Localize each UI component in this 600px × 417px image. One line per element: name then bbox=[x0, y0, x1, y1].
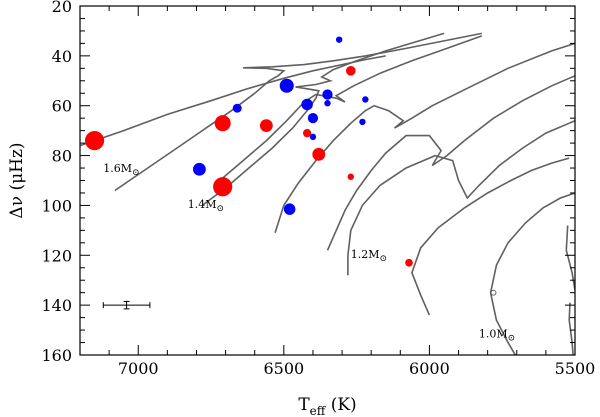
mass-annotations: 1.6M⊙1.4M⊙1.2M⊙1.0M⊙ bbox=[103, 162, 515, 344]
track-1.4 bbox=[201, 32, 445, 207]
plot-frame bbox=[79, 5, 576, 356]
point-blue bbox=[335, 36, 343, 43]
sun-symbol: ⊙ bbox=[508, 334, 516, 344]
point-open bbox=[490, 289, 497, 296]
y-tick-label: 100 bbox=[41, 196, 72, 215]
sun-symbol: ⊙ bbox=[132, 168, 140, 178]
point-blue bbox=[301, 98, 313, 111]
track-1.3 bbox=[274, 42, 575, 234]
mass-label: 1.0M⊙ bbox=[479, 328, 515, 344]
mass-label: 1.4M⊙ bbox=[188, 198, 224, 214]
track-1.3b bbox=[326, 75, 575, 251]
point-red bbox=[213, 177, 233, 197]
point-blue bbox=[362, 96, 369, 103]
mass-label-value: 1.6M bbox=[103, 162, 132, 175]
y-tick-label: 60 bbox=[52, 97, 72, 116]
y-tick-label: 120 bbox=[41, 246, 72, 265]
sun-symbol: ⊙ bbox=[217, 204, 225, 214]
sun-symbol: ⊙ bbox=[380, 254, 388, 264]
x-axis-title-sub: eff bbox=[310, 404, 327, 417]
x-axis-title: Teff (K) bbox=[298, 395, 356, 417]
track-1.4b bbox=[219, 35, 483, 182]
track-0.9 bbox=[565, 225, 575, 291]
y-tick-label: 80 bbox=[52, 147, 72, 166]
track-1.0 bbox=[489, 192, 575, 355]
track-1.6 bbox=[80, 55, 386, 147]
point-red bbox=[259, 119, 273, 133]
mass-label-value: 1.0M bbox=[479, 328, 508, 341]
x-tick-label: 7000 bbox=[118, 359, 159, 378]
mass-label: 1.2M⊙ bbox=[351, 248, 387, 264]
point-blue bbox=[192, 162, 206, 176]
track-1.5 bbox=[114, 32, 482, 192]
point-blue bbox=[283, 203, 296, 215]
x-tick-label: 5500 bbox=[555, 359, 596, 378]
track-1.1 bbox=[411, 157, 570, 316]
point-blue bbox=[307, 113, 319, 124]
point-red bbox=[84, 131, 105, 151]
evolution-tracks bbox=[80, 32, 575, 355]
point-red bbox=[405, 258, 413, 267]
point-blue bbox=[309, 133, 317, 141]
point-red bbox=[302, 128, 312, 138]
y-tick-label: 40 bbox=[52, 47, 72, 66]
track-1.2 bbox=[347, 119, 575, 276]
point-red bbox=[345, 66, 356, 76]
point-blue bbox=[324, 100, 331, 107]
error-bar bbox=[102, 300, 151, 310]
y-axis-title: Δν (μHz) bbox=[7, 142, 27, 218]
y-tick-label: 140 bbox=[41, 296, 72, 315]
axis-ticks: 7000 6500 6000 5500 20 40 60 80 100 120 140 160 bbox=[41, 0, 595, 378]
x-axis-title-main: T bbox=[298, 395, 310, 415]
y-tick-label: 160 bbox=[41, 346, 72, 365]
point-red bbox=[347, 173, 354, 180]
point-blue bbox=[359, 118, 366, 126]
point-red bbox=[312, 147, 326, 161]
mass-label-value: 1.4M bbox=[188, 198, 217, 211]
y-tick-label: 20 bbox=[52, 0, 72, 16]
x-tick-label: 6500 bbox=[263, 359, 304, 378]
point-blue bbox=[322, 89, 333, 100]
mass-label-value: 1.2M bbox=[351, 248, 380, 261]
x-tick-label: 6000 bbox=[409, 359, 450, 378]
point-red bbox=[214, 115, 231, 132]
data-points bbox=[84, 36, 497, 296]
x-axis-title-unit: (K) bbox=[325, 395, 356, 415]
point-blue bbox=[232, 103, 242, 113]
track-0.8 bbox=[568, 302, 574, 355]
mass-label: 1.6M⊙ bbox=[103, 162, 139, 178]
point-blue bbox=[279, 78, 294, 93]
